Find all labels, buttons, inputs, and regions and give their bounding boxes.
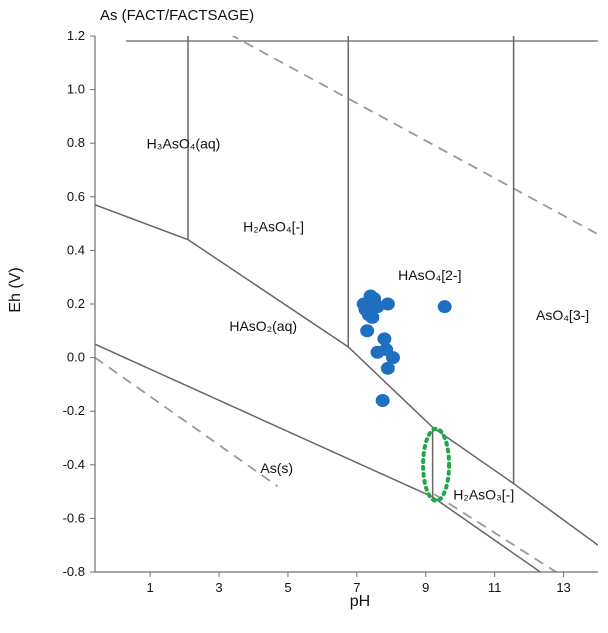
highlight-ellipse	[421, 426, 452, 503]
data-point	[386, 351, 401, 365]
x-tick-label: 7	[353, 580, 360, 595]
y-tick-label: -0.4	[63, 457, 85, 472]
plot-area: H₃AsO₄(aq) H₂AsO₄[-] HAsO₄[2-] HAsO₂(aq) AsO…	[95, 36, 598, 572]
y-tick-label: 0.4	[67, 242, 85, 257]
region-label: H₂AsO₄[-]	[243, 219, 304, 235]
data-point	[360, 324, 375, 338]
upper-dashed-boundary	[231, 36, 598, 236]
y-tick-label: 1.0	[67, 82, 85, 97]
y-tick-label: -0.6	[63, 510, 85, 525]
region-label: H₃AsO₄(aq)	[147, 136, 221, 152]
x-tick-label: 5	[284, 580, 291, 595]
data-point	[380, 361, 395, 375]
data-point	[365, 310, 380, 324]
region-label: H₂AsO₃[-]	[453, 487, 514, 503]
y-tick-label: 0.2	[67, 296, 85, 311]
x-tick-label: 9	[422, 580, 429, 595]
x-tick-label: 3	[215, 580, 222, 595]
chart-title: As (FACT/FACTSAGE)	[100, 7, 254, 24]
region-label: AsO₄[3-]	[536, 307, 589, 323]
data-point	[380, 297, 395, 311]
x-tick-label: 1	[147, 580, 154, 595]
x-tick-label: 11	[488, 580, 502, 595]
region-label: As(s)	[260, 460, 293, 476]
data-point	[437, 300, 452, 314]
y-tick-label: 1.2	[67, 28, 85, 43]
x-tick-label: 13	[556, 580, 570, 595]
main-boundary-line	[95, 204, 598, 546]
y-tick-label: 0.8	[67, 135, 85, 150]
data-point	[375, 393, 390, 407]
lower-dashed-boundary-left	[95, 356, 279, 487]
lower-dashed-boundary-right	[433, 493, 558, 572]
y-tick-label: -0.8	[63, 564, 85, 579]
x-axis-label: pH	[350, 593, 370, 610]
region-label: HAsO₄[2-]	[398, 267, 461, 283]
data-point	[377, 332, 392, 346]
y-tick-label: 0.6	[67, 189, 85, 204]
y-tick-label: -0.2	[63, 403, 85, 418]
y-tick-label: 0.0	[67, 350, 85, 365]
region-label: HAsO₂(aq)	[229, 318, 297, 334]
y-axis-label: Eh (V)	[7, 267, 24, 312]
